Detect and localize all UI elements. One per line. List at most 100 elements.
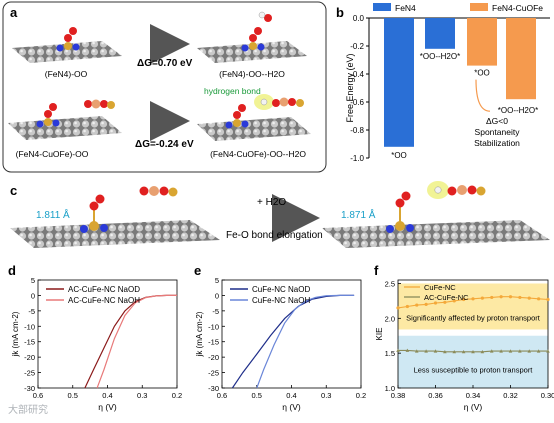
panel-e-y-tick-label: -5	[212, 307, 219, 316]
n-atom	[241, 44, 249, 52]
f-series-1-point	[461, 349, 466, 354]
panel-b: b 0.0 -0.2 -0.4 -0.6 -0.8 -1.0 Free Energy (eV…	[336, 3, 550, 163]
hydrogen-bond-label: hydrogen bond	[204, 86, 261, 96]
panel-e-y-tick-label: -20	[208, 353, 219, 362]
f-series-1-point	[405, 348, 410, 352]
model-fen4-oo	[12, 27, 122, 63]
panel-e-x-tick-label: 0.3	[321, 391, 331, 400]
panel-e-y-tick-label: 5	[215, 276, 219, 285]
panel-d-x-tick-label: 0.5	[68, 391, 78, 400]
panel-d-legend-0: AC-CuFe-NC NaOD	[68, 285, 140, 294]
f-band-label-0: Significantly affected by proton transpo…	[406, 313, 541, 322]
h-atom	[260, 98, 268, 106]
f-series-0-point	[415, 303, 419, 307]
model-fen4-cuofe-oo-h2o	[197, 94, 311, 141]
f-series-1-point	[414, 349, 419, 353]
f-y-tick-label: 2.0	[385, 314, 395, 323]
f-y-tick-label: 1.0	[385, 384, 395, 393]
b-label-cuofe-oo: *OO	[474, 69, 490, 78]
b-label-fen4-oo-h2o: *OO--H2O*	[420, 52, 460, 61]
cu-atom	[91, 99, 101, 109]
b-curved-arrow	[475, 79, 491, 112]
o-atom	[84, 100, 92, 108]
n-atom	[36, 120, 44, 128]
panel-a-label: a	[10, 5, 18, 20]
panel-d-y-tick-label: 5	[31, 276, 35, 285]
f-series-0-point	[462, 297, 466, 302]
f-y-tick-label: 1.5	[385, 349, 395, 358]
f-x-tick-label: 0.38	[391, 391, 406, 400]
n-atom	[225, 121, 233, 129]
panel-e-x-tick-label: 0.2	[356, 391, 366, 400]
b-y-tick-label: -0.4	[350, 70, 364, 79]
panel-e-x-tick-label: 0.4	[286, 391, 296, 400]
watermark: 大部研究	[8, 403, 48, 416]
panel-e-y-axis-label: jk (mA cm-2)	[195, 311, 204, 357]
n-atom	[72, 43, 80, 51]
graphene-sheet	[197, 117, 311, 141]
o-atom	[249, 34, 257, 42]
graphene-sheet	[197, 41, 307, 63]
bar-cuofe-oo-h2o	[506, 18, 536, 100]
caption-fen4-cuofe-oo-h2o: (FeN4-CuOFe)-OO--H2O	[210, 149, 306, 159]
graphene-sheet	[12, 41, 122, 63]
panel-d-y-tick-label: -25	[24, 369, 35, 378]
n-atom	[100, 224, 108, 232]
fe-atom	[168, 187, 178, 197]
arrow-bottom-text: Fe-O bond elongation	[226, 230, 323, 241]
b-annotation-line1: ΔG<0	[486, 116, 508, 126]
f-series-0-point	[537, 297, 541, 301]
panel-e-series-0-line	[231, 294, 355, 389]
n-atom	[257, 43, 265, 51]
fe-atom	[249, 42, 257, 50]
o-atom	[159, 186, 169, 196]
f-series-0-point	[471, 297, 475, 301]
model-c-left	[10, 186, 220, 248]
f-legend-0: CuFe-NC	[424, 283, 456, 292]
panel-d-series-0-line	[84, 294, 177, 389]
panel-d: d 5 0 -5 -10 -15 -20 -25 -300.6 0.5 0.4 0.3 0.2 η (V…	[8, 263, 182, 412]
panel-d-y-tick-label: -5	[28, 307, 35, 316]
panel-d-y-tick-label: -10	[24, 322, 35, 331]
o-atom	[238, 104, 246, 112]
fe-atom	[476, 186, 486, 196]
b-legend-swatch-fen4	[373, 3, 391, 11]
f-series-0-point	[527, 296, 531, 300]
b-label-cuofe-oo-h2o: *OO--H2O*	[498, 106, 538, 115]
panel-e-x-tick-label: 0.5	[252, 391, 262, 400]
cu-atom	[279, 97, 289, 107]
f-band-label-1: Less susceptible to proton transport	[414, 366, 534, 375]
b-annotation-line3: Stabilization	[474, 138, 520, 148]
f-x-tick-label: 0.34	[466, 391, 481, 400]
panel-c: c 1.811 Å + H2O Fe-O bond elongation 1.8…	[10, 181, 550, 248]
cu-atom	[149, 186, 159, 196]
panel-e-y-tick-label: -30	[208, 384, 219, 393]
o-atom	[395, 198, 405, 208]
distance-left: 1.811 Å	[36, 208, 70, 221]
o-atom	[467, 185, 477, 195]
f-series-0-point	[396, 306, 400, 310]
f-x-axis-label: η (V)	[464, 402, 483, 412]
f-series-1-point	[489, 349, 494, 353]
f-series-0-point	[433, 301, 438, 305]
model-fen4-oo-h2o	[197, 11, 307, 63]
f-series-0-point	[508, 295, 513, 299]
o-atom	[139, 186, 149, 196]
o-atom	[401, 191, 411, 201]
o-atom	[49, 103, 57, 111]
f-series-1-point	[536, 349, 541, 353]
panel-e-y-tick-label: -25	[208, 369, 219, 378]
b-legend-fen4cuofe: FeN4-CuOFe	[492, 3, 543, 13]
panel-d-y-tick-label: -30	[24, 384, 35, 393]
panel-e-legend-0: CuFe-NC NaOD	[252, 285, 310, 294]
f-series-0-point	[405, 304, 409, 309]
n-atom	[241, 120, 249, 128]
arrow-top-text: + H2O	[257, 197, 286, 208]
panel-d-x-tick-label: 0.6	[33, 391, 43, 400]
f-series-1-point	[508, 349, 513, 353]
f-y-axis-label: KIE	[375, 328, 384, 341]
dg-fen4-cuofe: ΔG=-0.24 eV	[135, 139, 194, 150]
panel-d-x-tick-label: 0.3	[137, 391, 147, 400]
panel-f-label: f	[374, 263, 379, 278]
